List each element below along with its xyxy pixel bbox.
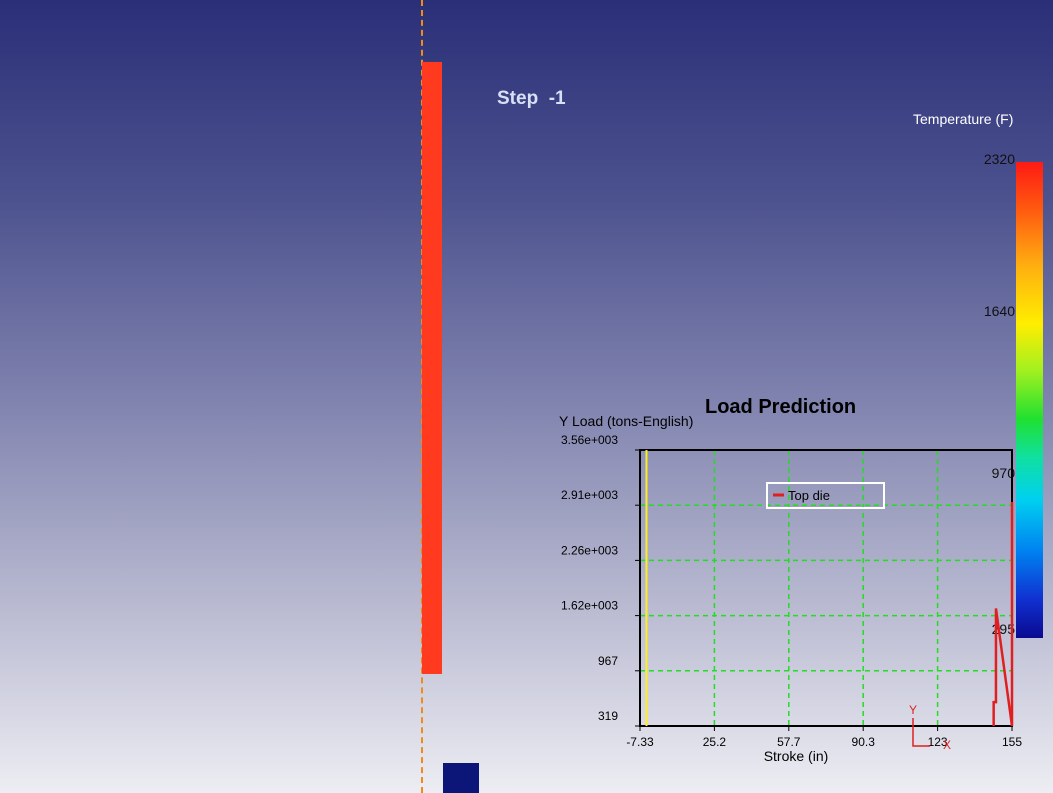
x-tick-label: 90.3 — [852, 735, 876, 749]
chart-ylabel: Y Load (tons-English) — [559, 413, 694, 429]
y-tick-label: 2.91e+003 — [561, 488, 618, 502]
chart-legend-box — [766, 482, 885, 509]
temperature-legend-title: Temperature (F) — [913, 111, 1014, 127]
x-tick-label: 123 — [928, 735, 948, 749]
series-line-top-die — [992, 501, 1014, 727]
legend-label-top-die: Top die — [788, 488, 830, 503]
axis-triad-x-label: X — [943, 738, 951, 752]
x-tick-label: 57.7 — [777, 735, 801, 749]
x-tick-label: 25.2 — [703, 735, 727, 749]
y-tick-label: 319 — [598, 709, 618, 723]
axis-triad — [912, 718, 930, 747]
bottom-die[interactable] — [443, 763, 479, 793]
x-tick-label: -7.33 — [626, 735, 654, 749]
colorbar-label-max: 2320 — [983, 151, 1015, 167]
colorbar-label-1640: 1640 — [983, 303, 1015, 319]
axis-triad-y-label: Y — [909, 703, 917, 717]
y-tick-label: 967 — [598, 654, 618, 668]
colorbar-label-970: 970 — [991, 465, 1015, 481]
step-label: Step -1 — [497, 88, 566, 109]
y-tick-label: 2.26e+003 — [561, 543, 618, 557]
x-tick-label: 155 — [1002, 735, 1022, 749]
y-tick-label: 1.62e+003 — [561, 599, 618, 613]
y-tick-label: 3.56e+003 — [561, 433, 618, 447]
temperature-colorbar — [1016, 162, 1043, 638]
chart-xlabel: Stroke (in) — [764, 748, 829, 764]
billet-workpiece[interactable] — [422, 62, 442, 674]
chart-title: Load Prediction — [705, 396, 857, 418]
